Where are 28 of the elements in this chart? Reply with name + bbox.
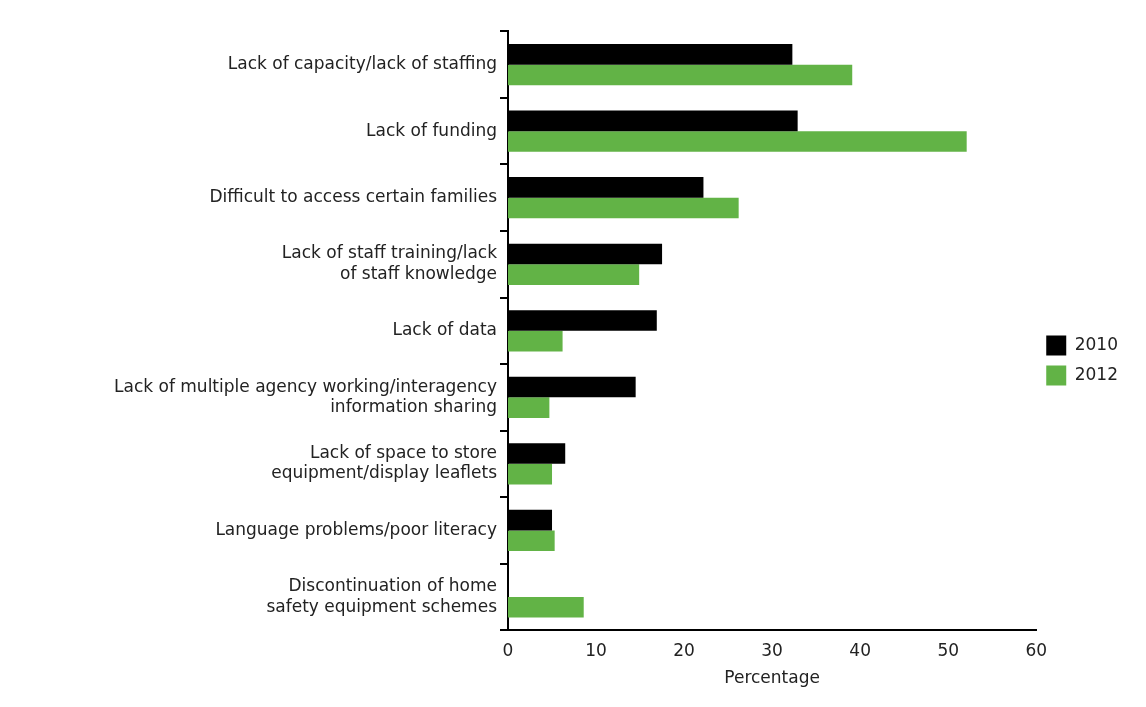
bar — [508, 131, 967, 152]
x-tick-label: 0 — [502, 639, 514, 660]
x-tick-label: 50 — [937, 639, 960, 660]
y-tick-label: Lack of space to store equipment/display leaflets — [271, 442, 498, 483]
y-tick-label: Difficult to access certain families — [209, 186, 498, 207]
x-tick-label: 30 — [761, 639, 783, 660]
y-tick-label: Discontinuation of home safety equipment schemes — [266, 575, 498, 616]
bar — [508, 596, 584, 618]
x-tick-label: 20 — [673, 639, 695, 660]
x-tick-label: 60 — [1025, 639, 1048, 660]
y-tick-label: Lack of data — [392, 319, 497, 340]
bar — [508, 264, 640, 285]
bar — [508, 64, 853, 86]
bar — [508, 397, 550, 418]
y-tick-label: Language problems/poor literacy — [215, 518, 497, 539]
legend-label: 2010 — [1074, 333, 1118, 354]
y-tick-label: Lack of funding — [366, 119, 497, 140]
bar — [508, 197, 739, 219]
x-tick-label: 40 — [849, 639, 871, 660]
y-tick-label: Lack of multiple agency working/interagency information sharing — [114, 375, 497, 416]
y-tick-label: Lack of staff training/lack of staff knowledge — [281, 242, 498, 283]
bar — [508, 330, 563, 352]
bar — [508, 530, 555, 552]
x-axis-title: Percentage — [724, 667, 820, 688]
x-tick-label: 10 — [585, 639, 607, 660]
legend-label: 2012 — [1074, 363, 1118, 384]
y-tick-label: Lack of capacity/lack of staffing — [227, 53, 497, 74]
bar — [508, 463, 553, 485]
